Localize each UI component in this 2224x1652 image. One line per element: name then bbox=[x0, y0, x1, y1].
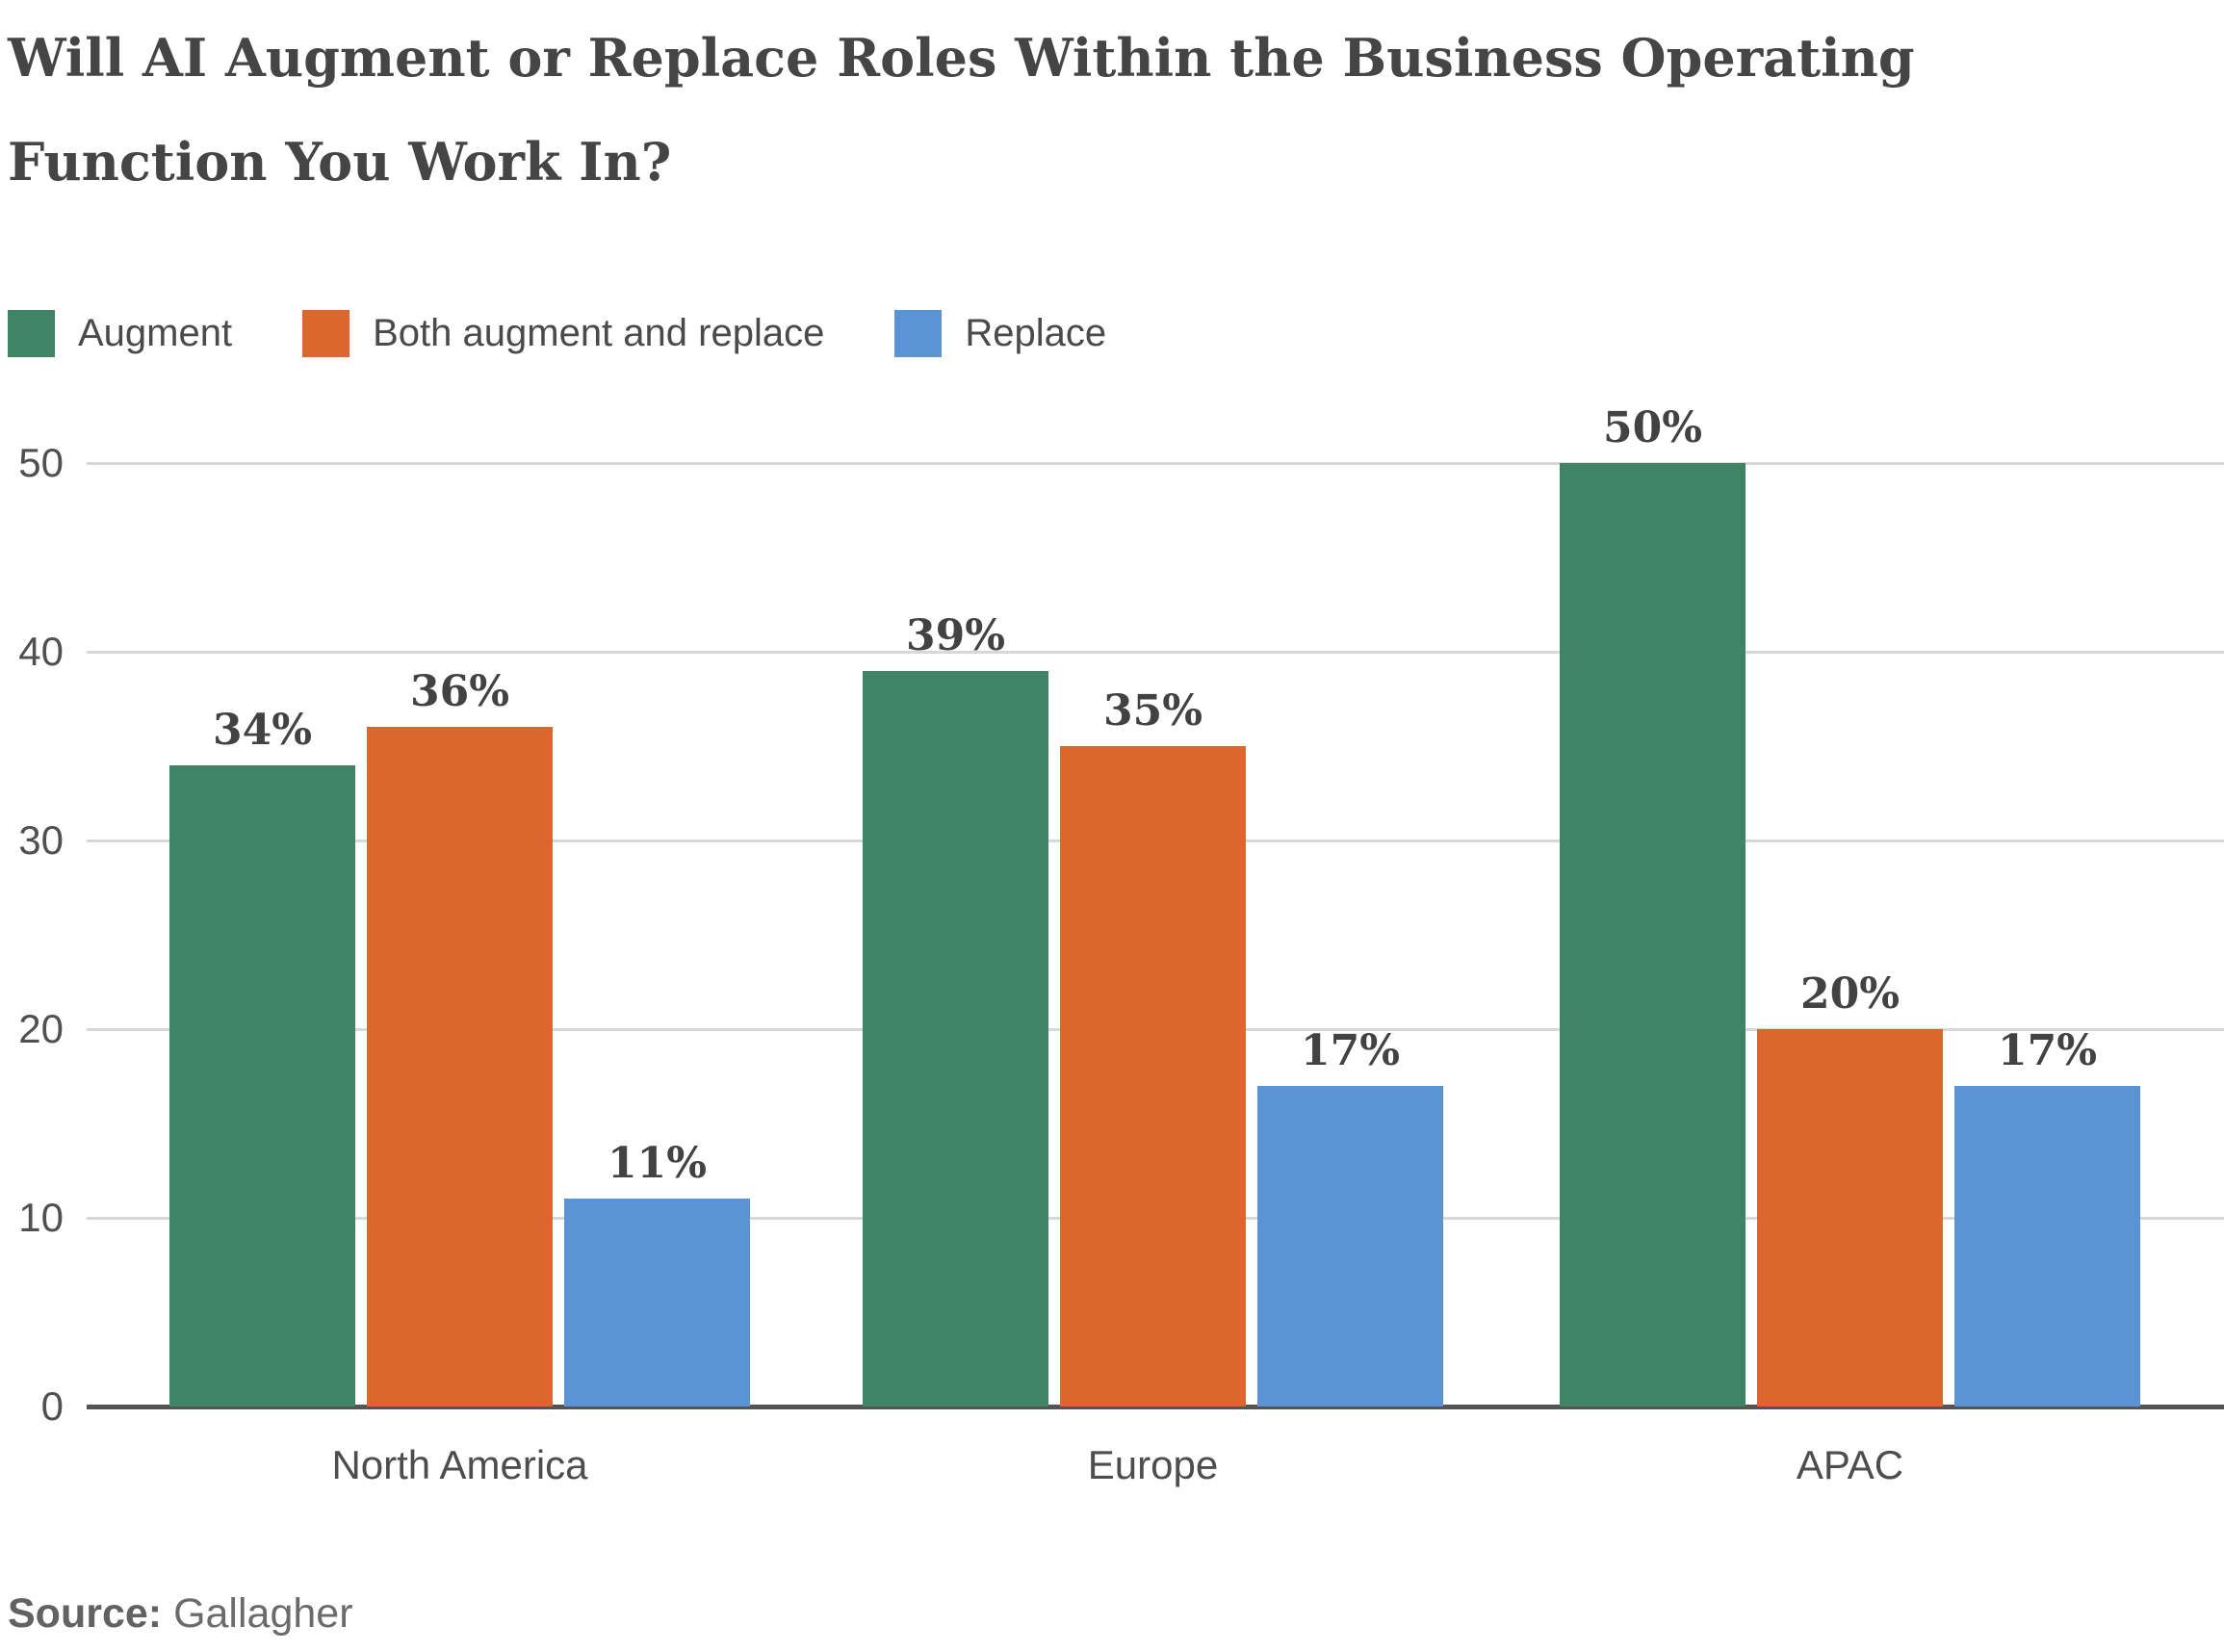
bar-value-label-augment-apac: 50% bbox=[1602, 403, 1703, 452]
bar-augment-apac bbox=[1560, 463, 1746, 1407]
bar-value-label-replace-europe: 17% bbox=[1300, 1025, 1401, 1075]
source-note: Source: Gallagher bbox=[8, 1590, 353, 1638]
legend-swatch-replace bbox=[894, 310, 943, 357]
bar-replace-north-america bbox=[564, 1199, 750, 1407]
bar-replace-europe bbox=[1257, 1085, 1443, 1407]
x-category-label-apac: APAC bbox=[1796, 1442, 1904, 1487]
bar-value-label-augment-europe: 39% bbox=[905, 610, 1006, 660]
x-category-label-europe: Europe bbox=[1087, 1442, 1219, 1487]
bar-value-label-augment-north-america: 34% bbox=[212, 705, 313, 755]
legend-item-replace: Replace bbox=[894, 310, 1106, 357]
bar-both-augment-and-replace-apac bbox=[1757, 1029, 1943, 1407]
legend-item-augment: Augment bbox=[8, 310, 232, 357]
y-tick-label-40: 40 bbox=[18, 629, 64, 674]
x-axis-line bbox=[87, 1405, 2224, 1409]
bar-value-label-both-augment-and-replace-apac: 20% bbox=[1799, 969, 1901, 1019]
gridline-50 bbox=[87, 462, 2224, 465]
legend-item-both-augment-and-replace: Both augment and replace bbox=[302, 310, 824, 357]
y-tick-label-20: 20 bbox=[18, 1006, 64, 1051]
source-value: Gallagher bbox=[173, 1590, 353, 1637]
y-tick-label-50: 50 bbox=[18, 440, 64, 485]
bar-value-label-replace-north-america: 11% bbox=[607, 1139, 708, 1189]
bar-value-label-replace-apac: 17% bbox=[1997, 1025, 2098, 1075]
source-label: Source: bbox=[8, 1590, 163, 1637]
chart-title-line2: Function You Work In? bbox=[8, 131, 672, 193]
chart-title: Will AI Augment or Replace Roles Within … bbox=[8, 6, 2126, 214]
legend-label-augment: Augment bbox=[78, 312, 233, 354]
bar-value-label-both-augment-and-replace-north-america: 36% bbox=[409, 667, 510, 717]
bar-both-augment-and-replace-north-america bbox=[367, 727, 553, 1407]
legend-swatch-both-augment-and-replace bbox=[302, 310, 350, 357]
legend-label-both-augment-and-replace: Both augment and replace bbox=[373, 312, 825, 354]
bar-replace-apac bbox=[1954, 1085, 2140, 1407]
bar-augment-north-america bbox=[169, 764, 355, 1407]
gridline-40 bbox=[87, 651, 2224, 654]
legend-swatch-augment bbox=[8, 310, 55, 357]
x-category-label-north-america: North America bbox=[331, 1442, 588, 1487]
chart-legend: Augment Both augment and replace Replace bbox=[8, 310, 1177, 357]
y-tick-label-10: 10 bbox=[18, 1195, 64, 1240]
bar-value-label-both-augment-and-replace-europe: 35% bbox=[1102, 686, 1203, 736]
bar-both-augment-and-replace-europe bbox=[1060, 746, 1246, 1407]
legend-label-replace: Replace bbox=[965, 312, 1107, 354]
bar-augment-europe bbox=[863, 670, 1048, 1407]
y-tick-label-30: 30 bbox=[18, 817, 64, 863]
chart-title-line1: Will AI Augment or Replace Roles Within … bbox=[8, 27, 1915, 89]
y-tick-label-0: 0 bbox=[40, 1383, 64, 1429]
